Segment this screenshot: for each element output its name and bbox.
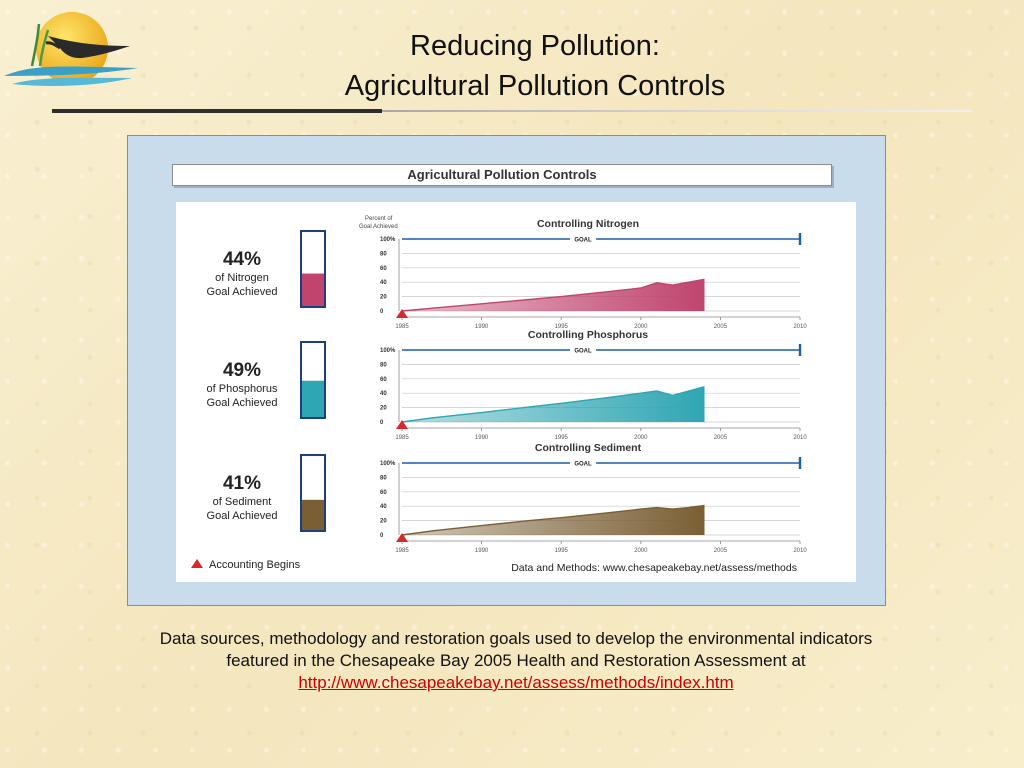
title-divider xyxy=(52,108,972,114)
caption-line1: Data sources, methodology and restoratio… xyxy=(159,629,873,648)
methods-link[interactable]: http://www.chesapeakebay.net/assess/meth… xyxy=(298,673,734,692)
caption: Data sources, methodology and restoratio… xyxy=(96,628,936,694)
gauge-percent-sediment: 41% xyxy=(223,473,261,494)
goal-label-bg-sediment xyxy=(570,459,596,467)
y-tick-phosphorus-0: 0 xyxy=(380,420,384,426)
series-title-nitrogen: Controlling Nitrogen xyxy=(537,218,639,230)
x-tick-sediment-1990: 1990 xyxy=(475,548,489,554)
y-tick-nitrogen-80: 80 xyxy=(380,251,387,257)
pollution-controls-chart: Percent of Goal Achieved 44% of Nitrogen Goa… xyxy=(191,216,807,574)
legend-marker-icon xyxy=(191,559,203,568)
y-tick-sediment-0: 0 xyxy=(380,533,384,539)
x-tick-sediment-2000: 2000 xyxy=(634,548,648,554)
series-area-sediment xyxy=(402,505,705,535)
y-tick-sediment-100: 100% xyxy=(380,461,396,467)
y-tick-phosphorus-20: 20 xyxy=(380,406,387,412)
x-tick-nitrogen-2005: 2005 xyxy=(714,324,728,330)
x-tick-sediment-1985: 1985 xyxy=(395,548,409,554)
accounting-marker-phosphorus xyxy=(396,420,408,429)
y-tick-nitrogen-60: 60 xyxy=(380,266,387,272)
slide-title-line2: Agricultural Pollution Controls xyxy=(344,70,726,102)
accounting-marker-nitrogen xyxy=(396,309,408,318)
gauge-label1-nitrogen: of Nitrogen xyxy=(215,272,269,284)
goal-label-nitrogen: GOAL xyxy=(574,238,592,244)
gauge-fill-nitrogen xyxy=(302,273,324,306)
x-tick-phosphorus-2000: 2000 xyxy=(634,435,648,441)
gauge-fill-sediment xyxy=(302,499,324,530)
series-line-nitrogen xyxy=(401,278,705,312)
gauge-label1-sediment: of Sediment xyxy=(213,496,272,508)
x-tick-sediment-2010: 2010 xyxy=(793,548,807,554)
y-tick-phosphorus-40: 40 xyxy=(380,391,387,397)
goal-label-phosphorus: GOAL xyxy=(574,349,592,355)
series-title-phosphorus: Controlling Phosphorus xyxy=(528,329,648,341)
bay-program-logo xyxy=(4,12,138,86)
gauge-fill-phosphorus xyxy=(302,380,324,417)
y-tick-nitrogen-20: 20 xyxy=(380,295,387,301)
y-tick-nitrogen-0: 0 xyxy=(380,309,384,315)
figure-title: Agricultural Pollution Controls xyxy=(172,164,832,186)
gauge-label2-phosphorus: Goal Achieved xyxy=(207,397,278,409)
legend-marker-label: Accounting Begins xyxy=(209,559,301,571)
y-tick-phosphorus-60: 60 xyxy=(380,377,387,383)
y-tick-phosphorus-100: 100% xyxy=(380,348,396,354)
y-tick-nitrogen-40: 40 xyxy=(380,280,387,286)
x-tick-phosphorus-1985: 1985 xyxy=(395,435,409,441)
figure-body xyxy=(176,202,856,582)
goal-label-bg-nitrogen xyxy=(570,235,596,243)
y-tick-phosphorus-80: 80 xyxy=(380,362,387,368)
y-tick-sediment-60: 60 xyxy=(380,490,387,496)
series-area-nitrogen xyxy=(402,279,705,311)
gauge-label2-nitrogen: Goal Achieved xyxy=(207,286,278,298)
series-title-sediment: Controlling Sediment xyxy=(535,442,642,454)
x-tick-phosphorus-1995: 1995 xyxy=(555,435,569,441)
gauge-percent-nitrogen: 44% xyxy=(223,249,261,270)
y-axis-label-line1: Percent of xyxy=(365,216,393,222)
source-note: Data and Methods: www.chesapeakebay.net/… xyxy=(511,562,797,574)
x-tick-sediment-1995: 1995 xyxy=(555,548,569,554)
y-tick-nitrogen-100: 100% xyxy=(380,237,396,243)
y-tick-sediment-40: 40 xyxy=(380,504,387,510)
slide-title: Reducing Pollution: Agricultural Polluti… xyxy=(250,26,820,106)
gauge-label2-sediment: Goal Achieved xyxy=(207,510,278,522)
goal-label-bg-phosphorus xyxy=(570,346,596,354)
y-tick-sediment-80: 80 xyxy=(380,475,387,481)
y-axis-label-line2: Goal Achieved xyxy=(359,224,398,230)
x-tick-nitrogen-1990: 1990 xyxy=(475,324,489,330)
x-tick-phosphorus-1990: 1990 xyxy=(475,435,489,441)
slide-title-line1: Reducing Pollution: xyxy=(410,30,660,62)
series-line-sediment xyxy=(401,504,705,536)
x-tick-phosphorus-2010: 2010 xyxy=(793,435,807,441)
y-tick-sediment-20: 20 xyxy=(380,519,387,525)
x-tick-sediment-2005: 2005 xyxy=(714,548,728,554)
gauge-label1-phosphorus: of Phosphorus xyxy=(207,383,278,395)
series-line-phosphorus xyxy=(401,386,705,423)
x-tick-phosphorus-2005: 2005 xyxy=(714,435,728,441)
accounting-marker-sediment xyxy=(396,533,408,542)
goal-label-sediment: GOAL xyxy=(574,462,592,468)
x-tick-nitrogen-2010: 2010 xyxy=(793,324,807,330)
gauge-percent-phosphorus: 49% xyxy=(223,360,261,381)
x-tick-nitrogen-1985: 1985 xyxy=(395,324,409,330)
x-tick-nitrogen-1995: 1995 xyxy=(555,324,569,330)
caption-line2: featured in the Chesapeake Bay 2005 Heal… xyxy=(226,651,806,670)
x-tick-nitrogen-2000: 2000 xyxy=(634,324,648,330)
